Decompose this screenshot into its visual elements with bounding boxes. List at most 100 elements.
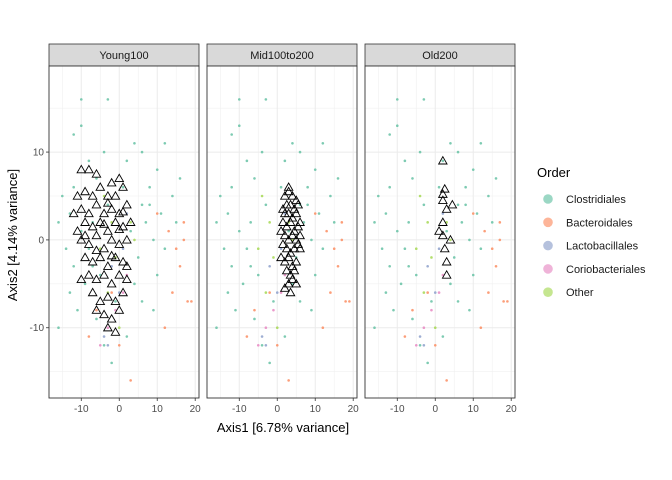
data-point	[260, 150, 264, 154]
data-point	[171, 291, 174, 294]
data-point	[479, 247, 483, 250]
data-point	[449, 238, 452, 242]
triangle-marker	[106, 278, 117, 288]
triangle-marker	[118, 182, 129, 191]
triangle-marker	[441, 204, 452, 213]
y-tick-label: 10	[33, 148, 45, 159]
data-point	[291, 141, 294, 145]
y-tick-label: 0	[38, 235, 44, 246]
data-point	[407, 264, 410, 268]
triangle-marker	[102, 291, 113, 301]
triangle-marker	[289, 265, 300, 275]
data-point	[125, 159, 129, 163]
data-point	[190, 300, 193, 303]
data-point	[83, 282, 87, 286]
legend-label: Coriobacteriales	[566, 264, 646, 276]
data-point	[418, 150, 422, 154]
data-point	[272, 300, 275, 303]
data-point	[344, 300, 347, 303]
data-point	[479, 326, 483, 330]
data-point	[275, 326, 279, 330]
panel-background	[207, 66, 357, 398]
data-point	[72, 133, 75, 136]
data-point	[268, 361, 271, 365]
legend-title: Order	[537, 165, 571, 180]
triangle-marker	[445, 234, 456, 244]
data-point	[260, 335, 264, 338]
triangle-marker	[102, 261, 113, 270]
data-point	[433, 326, 437, 330]
legend-label: Other	[566, 287, 594, 299]
legend-label: Lactobacillales	[566, 241, 639, 253]
triangle-marker	[437, 155, 448, 165]
data-point	[230, 264, 233, 268]
data-point	[494, 264, 498, 268]
data-point	[490, 221, 494, 224]
data-point	[441, 159, 445, 163]
data-point	[264, 203, 268, 207]
data-point	[283, 159, 287, 163]
data-point	[437, 247, 441, 250]
data-point	[452, 256, 456, 259]
triangle-marker	[91, 168, 102, 178]
triangle-marker	[447, 199, 458, 209]
triangle-marker	[95, 296, 106, 305]
triangle-marker	[80, 252, 91, 262]
triangle-marker	[287, 274, 298, 284]
data-point	[306, 185, 309, 189]
data-point	[155, 273, 159, 277]
data-point	[287, 379, 290, 382]
triangle-marker	[110, 327, 121, 336]
data-point	[483, 229, 486, 233]
triangle-marker	[99, 243, 110, 253]
data-point	[178, 264, 182, 268]
data-point	[321, 247, 325, 250]
data-point	[422, 203, 426, 207]
triangle-marker	[118, 206, 129, 216]
triangle-marker	[276, 252, 287, 262]
data-point	[384, 212, 388, 215]
data-point	[475, 212, 479, 215]
data-point	[430, 308, 433, 312]
data-point	[106, 98, 110, 101]
triangle-marker	[106, 250, 117, 260]
data-point	[152, 308, 155, 312]
data-point	[456, 150, 460, 154]
data-point	[114, 300, 117, 303]
triangle-marker	[285, 199, 296, 209]
triangle-marker	[91, 274, 102, 284]
data-point	[464, 203, 467, 207]
data-point	[332, 247, 336, 250]
data-point	[313, 273, 317, 277]
data-point	[418, 194, 422, 198]
data-point	[426, 221, 429, 224]
data-point	[182, 221, 186, 224]
data-point	[245, 247, 249, 250]
data-point	[256, 247, 260, 250]
data-point	[279, 247, 283, 250]
x-tick-label: -10	[74, 404, 89, 415]
triangle-marker	[99, 218, 110, 228]
panel-border	[48, 65, 200, 399]
data-point	[264, 326, 268, 330]
data-point	[64, 247, 68, 250]
data-point	[129, 229, 132, 233]
data-point	[237, 229, 241, 233]
triangle-marker	[80, 186, 91, 196]
data-point	[230, 185, 233, 189]
triangle-marker	[281, 243, 292, 253]
data-point	[418, 344, 422, 347]
data-point	[264, 344, 268, 347]
x-tick-label: 0	[274, 404, 280, 415]
triangle-marker	[106, 177, 117, 187]
data-point	[152, 238, 155, 242]
data-point	[133, 238, 136, 242]
triangle-marker	[72, 190, 83, 200]
data-point	[441, 212, 445, 215]
data-point	[222, 247, 226, 250]
data-point	[272, 256, 275, 259]
data-point	[411, 317, 414, 321]
legend-key	[543, 194, 553, 204]
data-point	[140, 203, 144, 207]
